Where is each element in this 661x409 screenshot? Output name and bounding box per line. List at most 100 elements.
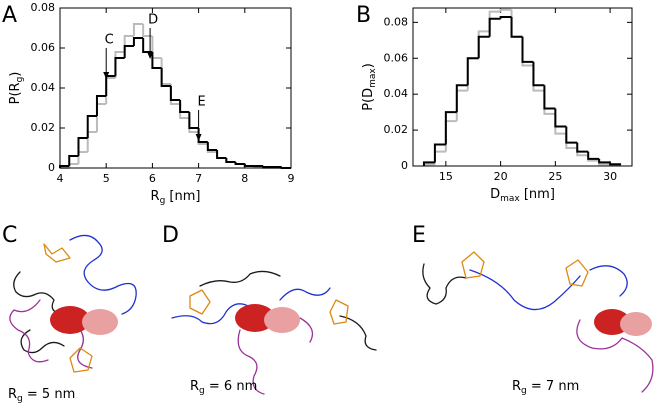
histogram-step <box>95 103 107 132</box>
x-tick-label: 8 <box>241 172 248 185</box>
histogram-step <box>225 158 236 163</box>
structure-caption: Rg = 5 nm <box>8 387 75 404</box>
x-axis-label: Rg [nm] <box>151 189 201 206</box>
y-tick-label: 0.02 <box>384 123 409 136</box>
y-axis-label: P(Rg) <box>8 72 25 105</box>
histogram-step <box>455 89 468 122</box>
histogram-step <box>609 162 622 166</box>
histogram-step <box>77 137 88 156</box>
histogram-step <box>499 15 512 19</box>
panel-letter: A <box>2 3 17 28</box>
x-tick-label: 4 <box>57 172 64 185</box>
histogram-step <box>151 52 162 69</box>
histogram-step <box>243 164 255 167</box>
x-tick-label: 5 <box>103 172 110 185</box>
domain <box>82 309 118 335</box>
y-tick-label: 0 <box>401 159 408 172</box>
structure-e <box>422 251 654 393</box>
histogram-step <box>123 35 134 52</box>
y-tick-label: 0 <box>48 161 55 174</box>
histogram-step <box>488 10 501 32</box>
structure-caption-part: g <box>199 386 205 396</box>
x-tick-label: 25 <box>548 170 562 183</box>
structure-c <box>9 234 137 373</box>
x-tick-label: 9 <box>288 172 295 185</box>
histogram-step <box>234 162 245 165</box>
histogram-step <box>169 86 181 101</box>
histogram-step <box>554 113 567 135</box>
histogram-step <box>114 57 125 76</box>
structure-d <box>171 270 377 395</box>
annotation: D <box>148 13 158 28</box>
histogram-step <box>179 100 190 113</box>
histogram-step <box>132 23 144 36</box>
y-axis-label-part: P(D <box>361 88 376 111</box>
y-tick-label: 0.02 <box>31 121 56 134</box>
panel-letter: C <box>2 223 17 248</box>
histogram-step <box>77 151 88 164</box>
y-axis-label-part: max <box>368 68 378 88</box>
x-axis-label-part: [nm] <box>165 189 200 204</box>
plot-frame <box>59 7 292 169</box>
x-tick-label: 7 <box>195 172 202 185</box>
histogram-step <box>188 118 199 133</box>
histogram-step <box>262 166 273 168</box>
y-tick-label: 0.04 <box>384 87 409 100</box>
histogram-step <box>598 158 611 164</box>
histogram-step <box>477 30 490 59</box>
x-axis-label: Dmax [nm] <box>490 187 555 204</box>
histogram-step <box>576 142 589 153</box>
annotation: E <box>197 95 205 110</box>
domain <box>620 312 652 336</box>
structure-caption-part: = 7 nm <box>527 379 579 394</box>
histogram-step <box>477 35 490 59</box>
histogram-step <box>132 37 144 46</box>
annotation-arrowhead <box>195 134 202 141</box>
y-axis-label-part: P(R <box>8 82 23 104</box>
histogram-step <box>206 142 218 151</box>
y-tick-label: 0.08 <box>384 15 409 28</box>
y-axis-label-part: ) <box>8 72 23 77</box>
histogram-step <box>142 38 153 53</box>
x-tick-label: 20 <box>494 170 508 183</box>
y-axis-label-part: ) <box>361 63 376 68</box>
histogram-step <box>151 36 162 59</box>
structure-caption-part: g <box>521 386 527 396</box>
y-axis-label-part: g <box>15 77 25 83</box>
histogram-step <box>521 36 534 63</box>
histogram-step <box>543 85 556 110</box>
y-tick-label: 0.08 <box>31 1 56 14</box>
histogram-step <box>532 65 545 92</box>
annotation-arrowhead <box>147 52 154 59</box>
histogram-step <box>510 16 523 38</box>
histogram-step <box>455 84 468 113</box>
x-axis-label-part: g <box>160 196 166 206</box>
histogram-step <box>532 61 545 87</box>
histogram-step <box>68 155 79 166</box>
histogram-step <box>466 57 479 86</box>
histogram-step <box>565 133 578 150</box>
structure-caption-part: g <box>17 394 23 404</box>
panel-letter: D <box>162 223 179 248</box>
histogram-step <box>433 143 446 163</box>
annotation-arrowhead <box>103 72 110 79</box>
x-axis-label-part: max <box>500 194 520 204</box>
domain <box>235 304 275 332</box>
x-axis-label-part: D <box>490 187 500 202</box>
panel-letter: B <box>356 3 371 28</box>
x-tick-label: 15 <box>439 170 453 183</box>
x-axis-label-part: R <box>151 189 160 204</box>
x-tick-label: 6 <box>149 172 156 185</box>
histogram-step <box>95 95 107 116</box>
structure-caption-part: R <box>512 379 521 394</box>
histogram-step <box>554 108 567 128</box>
histogram-step <box>68 163 79 168</box>
histogram-step <box>510 9 523 38</box>
plot-frame <box>412 7 633 167</box>
histogram-step <box>114 51 125 78</box>
histogram-step <box>433 150 446 165</box>
panel-letter: E <box>412 223 426 248</box>
histogram-step <box>142 24 153 37</box>
x-axis-label-part: [nm] <box>520 187 555 202</box>
histogram-step <box>123 45 134 58</box>
